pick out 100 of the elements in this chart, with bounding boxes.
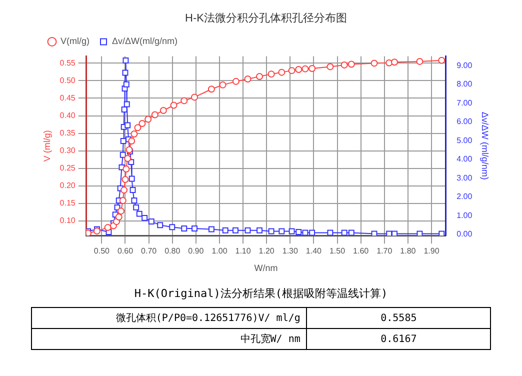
point [348, 60, 355, 68]
point [326, 63, 334, 70]
point [124, 101, 130, 108]
y2-tick-label: 0.00 [456, 230, 473, 239]
legend-label: V(ml/g) [60, 36, 90, 46]
point [144, 116, 152, 123]
point [122, 176, 129, 184]
point [208, 226, 214, 232]
point [370, 60, 378, 67]
point [142, 214, 148, 221]
x-tick-label: 0.60 [117, 246, 134, 256]
point [104, 224, 112, 232]
point [169, 224, 176, 230]
point [256, 73, 264, 80]
point [219, 81, 226, 88]
point [181, 225, 188, 232]
point [392, 230, 398, 236]
y2-tick-label: 2.00 [456, 192, 473, 202]
point [122, 58, 129, 64]
y-tick-label: 0.55 [60, 58, 76, 68]
text: 中孔宽W/ nm [32, 328, 307, 350]
y-tick-label: 0.25 [60, 164, 76, 173]
point [123, 81, 130, 88]
point [191, 94, 198, 101]
point [151, 111, 158, 118]
point [268, 228, 274, 234]
point [340, 61, 348, 68]
y2-tick-label: 3.00 [456, 173, 473, 182]
x-tick-label: 1.60 [353, 246, 370, 256]
y-tick-label: 0.50 [60, 76, 76, 85]
point [288, 67, 296, 74]
y-tick-label: 0.45 [60, 93, 76, 102]
point [278, 228, 285, 234]
text: 0.5585 [306, 308, 490, 328]
text: 0.6167 [306, 328, 490, 350]
y-tick-label: 0.20 [60, 181, 76, 190]
point [130, 130, 138, 138]
point [327, 230, 334, 236]
point [308, 64, 316, 72]
y-tick-label: 0.35 [60, 128, 76, 138]
x-tick-label: 0.50 [94, 246, 110, 256]
y2-tick-label: 9.00 [456, 60, 473, 70]
point [244, 75, 252, 82]
x-tick-label: 1.40 [306, 246, 322, 256]
point [256, 227, 262, 234]
point [391, 58, 398, 66]
y2-tick-label: 1.00 [456, 210, 473, 220]
point [120, 186, 128, 194]
y-tick-label: 0.15 [60, 198, 76, 208]
y2-tick-label: 8.00 [456, 80, 473, 89]
y2-tick-label: 7.00 [456, 98, 473, 108]
point [438, 56, 446, 64]
x-tick-label: 1.20 [258, 246, 275, 256]
y-axis-title: V (ml/g) [42, 130, 52, 162]
point [416, 58, 424, 65]
text: 微孔体积(P/P0=0.12651776)V/ ml/g [32, 308, 307, 328]
y-tick-label: 0.40 [60, 110, 76, 120]
point [296, 229, 302, 236]
y-tick-label: 0.30 [60, 146, 76, 156]
point [131, 198, 138, 204]
x-tick-label: 1.80 [400, 246, 416, 256]
text: H-K(Original)法分析结果(根据吸附等温线计算) [133, 286, 389, 301]
point [126, 146, 133, 154]
point [122, 70, 128, 76]
point [208, 86, 215, 93]
point [371, 230, 378, 236]
point [122, 166, 130, 173]
y2-tick-label: 4.00 [456, 154, 473, 164]
point [309, 230, 316, 236]
point [288, 228, 295, 234]
x-tick-label: 1.10 [235, 246, 252, 256]
point [232, 227, 238, 234]
point [138, 120, 146, 127]
point [115, 214, 122, 221]
y2-axis-title: Δv/ΔW (ml/g/nm) [480, 112, 490, 180]
point [157, 222, 164, 228]
point [124, 122, 131, 128]
point [192, 225, 198, 232]
point [268, 70, 275, 78]
point [93, 228, 100, 235]
point [121, 106, 128, 112]
point [302, 65, 309, 72]
y2-tick-label: 6.00 [456, 117, 473, 126]
x-tick-label: 1.70 [376, 246, 393, 256]
point [134, 124, 142, 132]
x-tick-label: 0.90 [188, 246, 204, 256]
point [222, 227, 228, 234]
point [232, 78, 240, 85]
x-tick-label: 1.90 [424, 246, 440, 256]
point [244, 227, 251, 234]
point [170, 102, 178, 109]
point [120, 138, 126, 144]
x-tick-label: 1.00 [212, 246, 228, 256]
point [124, 155, 132, 162]
y-tick-label: 0.10 [60, 216, 76, 226]
point [119, 197, 126, 204]
point [295, 66, 302, 74]
x-tick-label: 1.30 [282, 246, 298, 256]
x-tick-label: 1.50 [329, 246, 346, 256]
point [160, 107, 167, 114]
